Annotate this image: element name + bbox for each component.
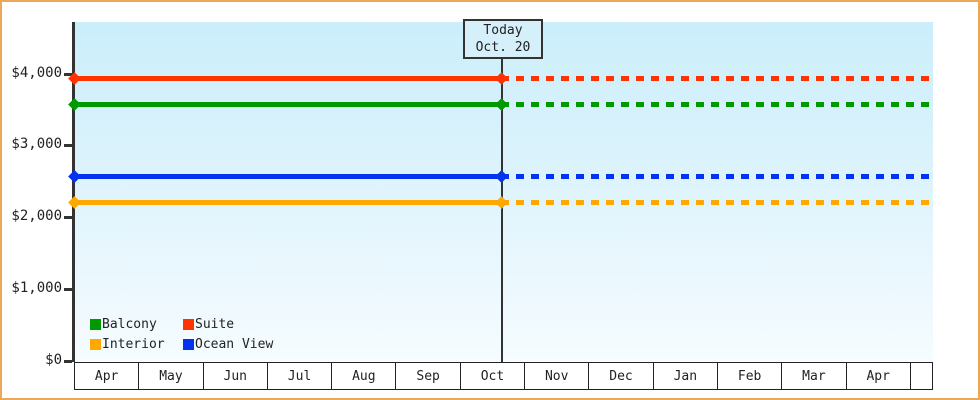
series-line-dashed-suite (501, 76, 933, 82)
today-line (501, 57, 503, 362)
series-line-solid-suite (74, 76, 501, 82)
legend-row: Balcony Suite (90, 314, 276, 334)
y-tick (64, 144, 72, 148)
month-cell-dec: Dec (589, 363, 654, 389)
today-annotation-line1: Today (483, 23, 523, 38)
x-axis-month-row: Apr May Jun Jul Aug Sep Oct Nov Dec Jan Feb Mar Apr (74, 362, 933, 390)
series-line-solid-interior (74, 199, 501, 205)
month-cell-filler (910, 363, 932, 389)
y-tick (64, 72, 72, 76)
legend-swatch (90, 318, 101, 330)
month-cell-jul: Jul (267, 363, 333, 389)
month-cell-apr: Apr (75, 363, 140, 389)
series-line-solid-balcony (74, 101, 501, 107)
today-annotation-line2: Oct. 20 (475, 40, 531, 55)
month-cell-jan: Jan (653, 363, 718, 389)
legend-row: Interior Ocean View (90, 334, 276, 354)
series-line-dashed-balcony (501, 101, 933, 107)
y-tick (64, 360, 72, 363)
y-tick (64, 288, 72, 292)
legend-label: Ocean View (195, 336, 274, 352)
month-cell-nov: Nov (525, 363, 590, 389)
legend-item-balcony: Balcony (90, 317, 183, 332)
month-cell-aug: Aug (332, 363, 397, 389)
legend-label: Balcony (102, 316, 157, 332)
y-tick-label: $3,000 (11, 136, 62, 153)
month-cell-apr: Apr (846, 363, 911, 389)
legend-swatch (183, 338, 194, 350)
series-line-solid-ocean-view (74, 173, 501, 179)
month-cell-may: May (139, 363, 204, 389)
series-line-dashed-interior (501, 199, 933, 205)
month-cell-sep: Sep (396, 363, 461, 389)
month-cell-oct: Oct (460, 363, 526, 389)
legend-label: Interior (102, 336, 165, 352)
plot-area (74, 22, 933, 361)
legend-item-ocean-view: Ocean View (183, 337, 276, 352)
legend: Balcony Suite Interior Ocean View (90, 314, 276, 354)
legend-item-suite: Suite (183, 317, 276, 332)
legend-swatch (183, 318, 194, 330)
month-cell-feb: Feb (717, 363, 783, 389)
series-line-dashed-ocean-view (501, 173, 933, 179)
legend-label: Suite (195, 316, 235, 332)
legend-swatch (90, 338, 101, 350)
legend-item-interior: Interior (90, 337, 183, 352)
y-tick-label: $0 (45, 352, 62, 368)
month-cell-jun: Jun (203, 363, 268, 389)
y-tick-label: $2,000 (11, 208, 62, 225)
month-cell-mar: Mar (782, 363, 847, 389)
y-axis (72, 22, 75, 362)
y-tick-label: $4,000 (11, 64, 62, 81)
y-tick (64, 216, 72, 220)
today-annotation: Today Oct. 20 (463, 19, 543, 59)
y-tick-label: $1,000 (11, 280, 62, 297)
